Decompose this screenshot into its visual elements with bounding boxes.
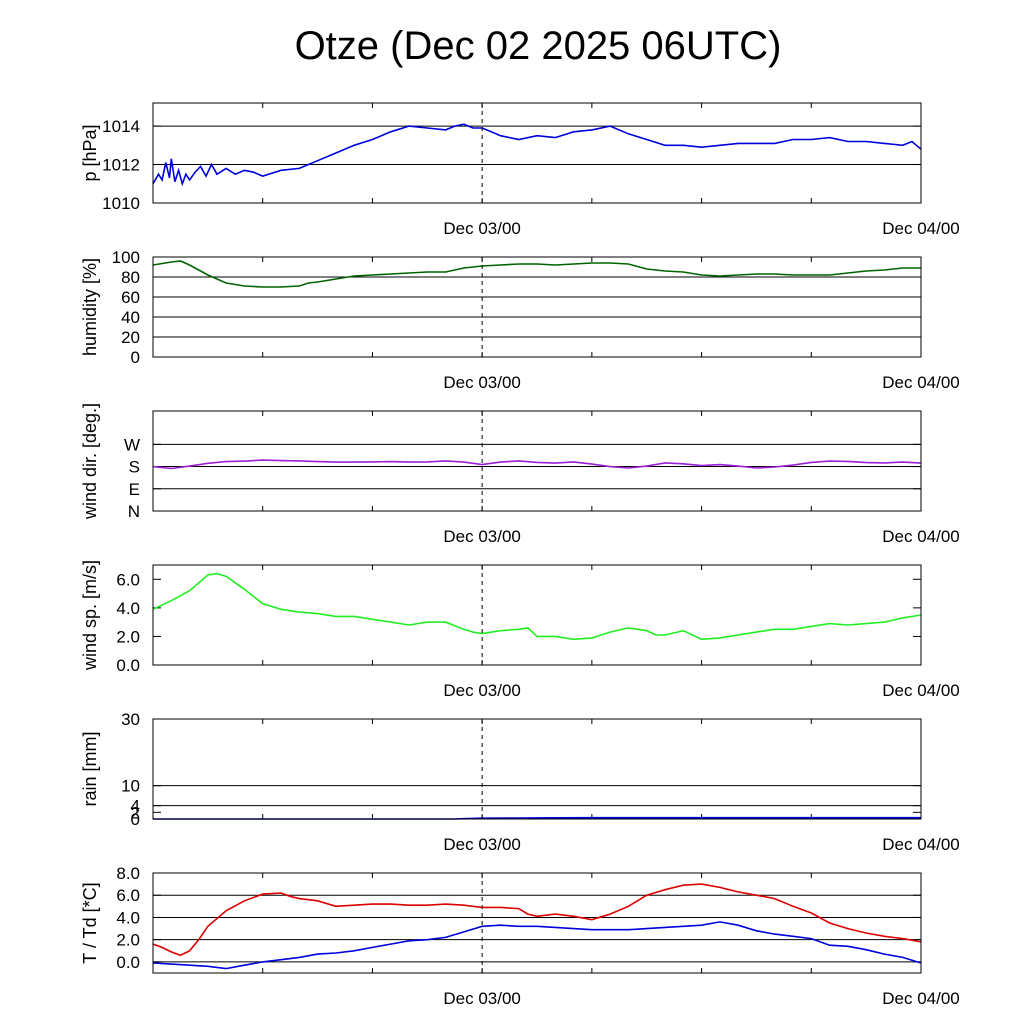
y-tick-label: 8.0 [116,864,140,883]
y-tick-label: N [128,502,140,521]
y-tick-label: 2.0 [116,627,140,646]
x-tick-label: Dec 04/00 [882,835,960,854]
series-p [152,123,922,187]
x-tick-label: Dec 04/00 [882,219,960,238]
y-tick-label: 1010 [102,194,140,213]
x-tick-label: Dec 04/00 [882,527,960,546]
y-tick-label: S [129,458,140,477]
y-tick-label: 80 [121,268,140,287]
y-tick-label: 0 [131,810,140,829]
y-axis-label: wind dir. [deg.] [80,403,100,520]
y-tick-label: 6.0 [116,886,140,905]
x-tick-label: Dec 03/00 [443,527,521,546]
panel-frame [152,718,922,820]
panel-frame [152,256,922,358]
panel-pressure: 1010 1012 1014 Dec 03/00 Dec 04/00 p [hPa] [80,102,960,238]
y-axis-label: wind sp. [m/s] [80,560,100,671]
panel-frame [152,102,922,204]
y-tick-label: 0.0 [116,953,140,972]
y-axis-label: T / Td [*C] [80,882,100,963]
y-tick-label: 40 [121,308,140,327]
y-axis-label: rain [mm] [80,731,100,806]
chart-title: Otze (Dec 02 2025 06UTC) [294,24,782,68]
y-tick-label: 30 [121,710,140,729]
y-tick-label: 100 [112,248,140,267]
y-tick-label: 20 [121,328,140,347]
y-axis-label: p [hPa] [80,124,100,181]
panel-temperature: 0.0 2.0 4.0 6.0 8.0 Dec 03/00 Dec 04/00 T / Td … [80,864,960,1008]
series-T [152,883,922,957]
y-tick-label: 10 [121,777,140,796]
y-axis-label: humidity [%] [80,258,100,356]
y-tick-label: W [124,435,140,454]
y-tick-label: 1012 [102,156,140,175]
x-tick-label: Dec 03/00 [443,219,521,238]
panel-frame [152,410,922,512]
x-tick-label: Dec 04/00 [882,989,960,1008]
y-tick-label: 4.0 [116,599,140,618]
x-tick-label: Dec 03/00 [443,681,521,700]
y-tick-label: E [129,480,140,499]
y-tick-label: 2.0 [116,931,140,950]
panel-wind_speed: 0.0 2.0 4.0 6.0 Dec 03/00 Dec 04/00 wind sp. [… [80,560,960,700]
x-tick-label: Dec 04/00 [882,681,960,700]
y-tick-label: 4 [131,797,140,816]
x-tick-label: Dec 04/00 [882,373,960,392]
series-dir [152,459,922,470]
panel-frame [152,872,922,974]
panel-frame [152,564,922,666]
series-accumulated [153,816,921,820]
series-rh [152,260,921,288]
series-ff [152,572,922,641]
x-tick-label: Dec 03/00 [443,989,521,1008]
x-tick-label: Dec 03/00 [443,373,521,392]
y-tick-label: 60 [121,288,140,307]
y-tick-label: 6.0 [116,570,140,589]
y-tick-label: 2 [131,803,140,822]
y-tick-label: 0.0 [116,656,140,675]
y-tick-label: 1014 [102,117,140,136]
y-tick-label: 4.0 [116,908,140,927]
series-Td [152,921,922,970]
x-tick-label: Dec 03/00 [443,835,521,854]
y-tick-label: 0 [131,348,140,367]
